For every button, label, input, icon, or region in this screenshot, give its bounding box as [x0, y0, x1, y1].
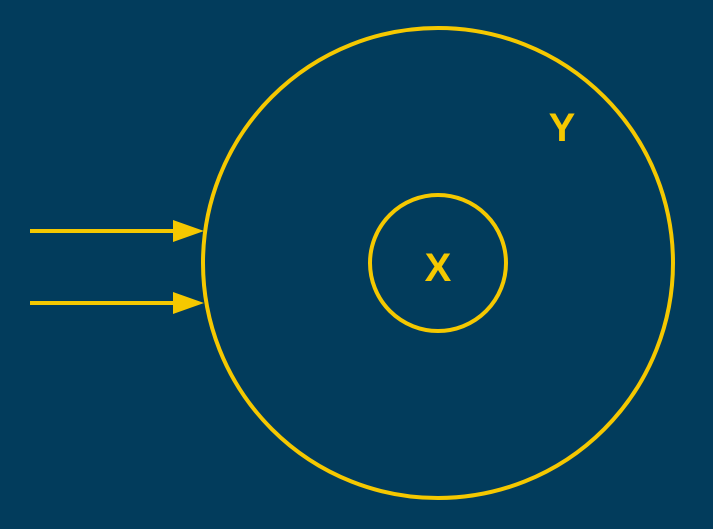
- inner-circle: [368, 193, 508, 333]
- outer-circle: [201, 26, 675, 500]
- outer-circle-label: Y: [549, 106, 576, 150]
- arrow-2-head: [173, 292, 204, 314]
- inner-circle-label: X: [425, 246, 452, 290]
- arrow-1: [30, 220, 204, 242]
- arrow-1-head: [173, 220, 204, 242]
- arrow-2: [30, 292, 204, 314]
